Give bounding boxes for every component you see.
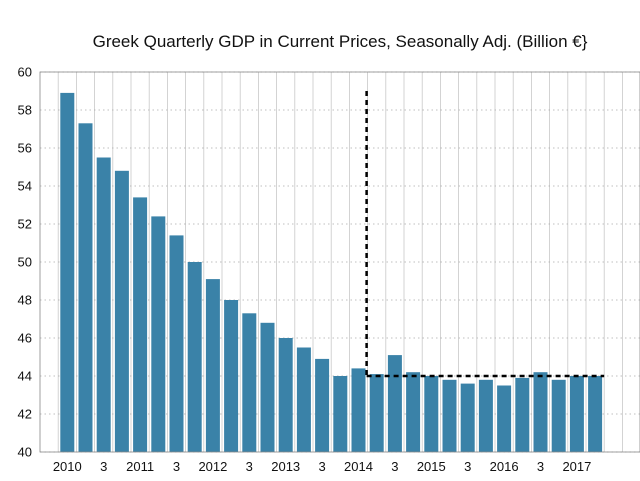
bar [242,313,257,452]
y-tick-label: 60 [18,65,32,80]
bar [369,374,384,452]
x-tick-label: 3 [100,459,107,474]
x-tick-label: 3 [537,459,544,474]
bar [515,377,530,452]
x-tick-label: 2015 [417,459,446,474]
bar [551,379,566,452]
chart-title: Greek Quarterly GDP in Current Prices, S… [92,32,588,51]
x-tick-label: 2011 [126,459,154,474]
y-tick-label: 44 [18,369,32,384]
y-tick-label: 52 [18,217,32,232]
bar [478,379,493,452]
bar [260,322,275,452]
bar [151,216,166,452]
x-tick-label: 3 [391,459,398,474]
bar [588,376,603,452]
bar [333,376,348,452]
x-tick-label: 2010 [53,459,82,474]
y-tick-label: 54 [18,179,32,194]
reference-lines [365,91,605,378]
x-tick-label: 2013 [271,459,300,474]
bar [351,368,366,452]
bar [187,262,202,452]
x-tick-label: 2016 [490,459,519,474]
plot-frame [39,71,640,453]
bar [224,300,239,452]
y-tick-label: 46 [18,331,32,346]
bar [497,385,512,452]
bar [205,279,220,452]
bar [278,338,293,452]
x-tick-labels: 2010 3 2011 3 2012 3 2013 3 2014 3 2015 3 2016 3 2017 [53,459,592,474]
bar [296,347,311,452]
x-tick-label: 2012 [198,459,227,474]
y-tick-label: 58 [18,103,32,118]
bar [569,376,584,452]
y-tick-label: 40 [18,445,32,460]
bar [96,157,111,452]
y-tick-label: 42 [18,407,32,422]
bar [114,170,129,453]
bar [60,92,75,453]
bar [133,197,148,452]
bar [442,379,457,452]
bar [387,355,402,452]
y-tick-label: 50 [18,255,32,270]
x-tick-label: 2014 [344,459,373,474]
x-tick-label: 3 [318,459,325,474]
y-tick-label: 56 [18,141,32,156]
x-tick-label: 2017 [562,459,591,474]
y-tick-labels: 40 42 44 46 48 50 52 54 56 58 60 [18,65,32,460]
x-tick-label: 3 [173,459,180,474]
x-tick-label: 3 [246,459,253,474]
bar [424,376,439,452]
y-tick-label: 48 [18,293,32,308]
bar [460,383,475,452]
bar [406,372,421,452]
bar [315,358,330,452]
x-tick-label: 3 [464,459,471,474]
bar [169,235,184,452]
bar [78,123,93,453]
bars [60,92,603,453]
bar [533,372,548,452]
